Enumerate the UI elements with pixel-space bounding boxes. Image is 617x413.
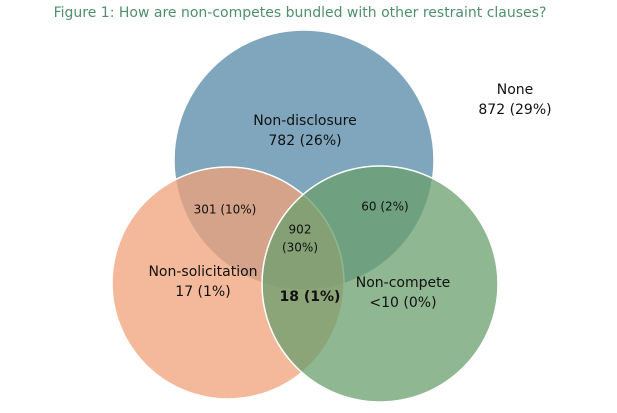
- set-label: Non-disclosure: [253, 113, 356, 129]
- overlap-count: 60 (2%): [361, 200, 408, 214]
- set-count: 17 (1%): [175, 284, 230, 300]
- overlap-percent: (30%): [282, 241, 318, 255]
- set-label: Non-compete: [356, 275, 450, 291]
- outside-label: None: [497, 82, 534, 98]
- title: Figure 1: How are non-competes bundled w…: [54, 5, 547, 21]
- set-count: 782 (26%): [268, 133, 341, 149]
- overlap-count: 18 (1%): [280, 289, 341, 305]
- non-compete-circle: [261, 165, 499, 403]
- overlap-count: 902: [289, 223, 312, 237]
- set-count: <10 (0%): [369, 295, 436, 311]
- set-label: Non-solicitation: [148, 264, 257, 280]
- outside-count: 872 (29%): [478, 102, 551, 118]
- overlap-count: 301 (10%): [194, 203, 257, 217]
